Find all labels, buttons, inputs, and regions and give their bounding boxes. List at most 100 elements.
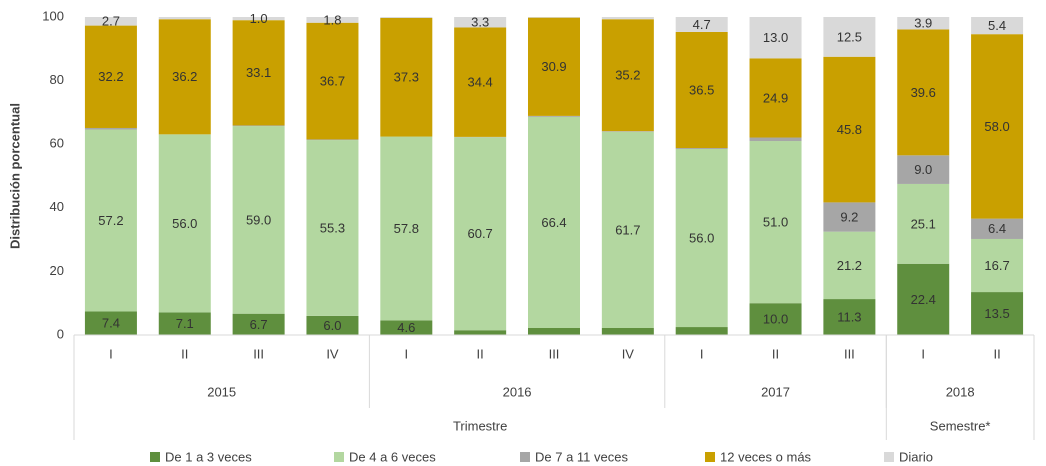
x-tick-label: II — [993, 346, 1000, 361]
data-label: 45.8 — [837, 122, 862, 137]
data-label: 32.2 — [98, 69, 123, 84]
data-label: 66.4 — [541, 215, 566, 230]
bar-segment — [749, 58, 802, 138]
bar-segment — [380, 17, 433, 137]
bar-segment — [454, 27, 507, 137]
bar-segment — [897, 263, 950, 335]
y-tick-label: 100 — [42, 8, 64, 23]
x-supergroup-label: Semestre* — [930, 418, 991, 433]
y-tick-label: 60 — [50, 136, 64, 151]
data-label: 37.3 — [394, 70, 419, 85]
data-label: 36.7 — [320, 74, 345, 89]
legend-swatch — [705, 452, 715, 462]
bar-segment — [675, 148, 728, 149]
x-tick-label: II — [181, 346, 188, 361]
bar-segment — [601, 328, 654, 335]
bar-segment — [454, 330, 507, 335]
bar-segment — [306, 17, 359, 23]
data-label: 6.4 — [988, 221, 1006, 236]
data-label: 24.9 — [763, 90, 788, 105]
bar-segment — [601, 17, 654, 20]
data-label: 58.0 — [984, 119, 1009, 134]
bar-segment — [528, 328, 580, 335]
bar-segment — [971, 292, 1024, 335]
bar-segment — [897, 29, 950, 156]
bar-segment — [897, 155, 950, 184]
x-tick-label: III — [253, 346, 264, 361]
bar-segment — [601, 131, 654, 329]
bar-segment — [84, 25, 137, 128]
bar-segment — [380, 17, 433, 18]
bar-segment — [823, 231, 876, 300]
legend-swatch — [520, 452, 530, 462]
x-group-label: 2018 — [946, 384, 975, 399]
bar-segment — [84, 17, 137, 26]
y-tick-label: 40 — [50, 199, 64, 214]
legend-swatch — [334, 452, 344, 462]
bar-segment — [675, 148, 728, 328]
data-label: 1.8 — [323, 12, 341, 27]
y-tick-label: 20 — [50, 263, 64, 278]
data-label: 51.0 — [763, 215, 788, 230]
bar-segment — [306, 315, 359, 335]
data-label: 13.5 — [984, 306, 1009, 321]
bar-segment — [823, 202, 876, 232]
bar-segment — [749, 137, 802, 142]
data-label: 36.5 — [689, 82, 714, 97]
bar-segment — [306, 22, 359, 140]
data-label: 5.4 — [988, 18, 1006, 33]
bar-segment — [84, 311, 137, 335]
data-label: 10.0 — [763, 312, 788, 327]
bar-segment — [971, 17, 1024, 35]
data-label: 60.7 — [467, 226, 492, 241]
bar-segment — [823, 299, 876, 335]
y-tick-label: 80 — [50, 72, 64, 87]
data-label: 7.4 — [102, 316, 120, 331]
bar-segment — [232, 125, 285, 127]
bar-segment — [897, 183, 950, 264]
bar-segment — [897, 17, 950, 30]
bar-segment — [528, 115, 580, 117]
data-label: 2.7 — [102, 14, 120, 29]
bar-segment — [454, 137, 507, 331]
bar-segment — [971, 218, 1024, 239]
bar-segment — [601, 19, 654, 132]
data-label: 9.0 — [914, 162, 932, 177]
bar-segment — [158, 19, 211, 135]
data-label: 3.9 — [914, 16, 932, 31]
bar-segment — [823, 56, 876, 203]
bar-segment — [528, 17, 580, 116]
x-tick-label: III — [844, 346, 855, 361]
data-label: 59.0 — [246, 212, 271, 227]
data-label: 56.0 — [689, 230, 714, 245]
y-axis-label: Distribución porcentual — [7, 103, 22, 249]
bar-segment — [380, 320, 433, 335]
legend-label: De 7 a 11 veces — [535, 449, 628, 464]
data-label: 9.2 — [840, 209, 858, 224]
data-label: 55.3 — [320, 220, 345, 235]
x-group-label: 2016 — [503, 384, 532, 399]
x-tick-label: II — [772, 346, 779, 361]
bar-segment — [675, 327, 728, 335]
x-tick-label: III — [549, 346, 560, 361]
bar-segment — [601, 131, 654, 132]
data-label: 39.6 — [911, 85, 936, 100]
x-tick-label: IV — [326, 346, 339, 361]
bar-segment — [306, 140, 359, 316]
legend-label: De 4 a 6 veces — [349, 449, 436, 464]
data-label: 34.4 — [467, 75, 492, 90]
bar-segment — [749, 17, 802, 59]
data-label: 12.5 — [837, 29, 862, 44]
data-label: 21.2 — [837, 258, 862, 273]
data-label: 57.8 — [394, 221, 419, 236]
legend-label: 12 veces o más — [720, 449, 812, 464]
data-label: 25.1 — [911, 216, 936, 231]
y-tick-label: 0 — [57, 326, 64, 341]
data-label: 56.0 — [172, 216, 197, 231]
bar-segment — [971, 238, 1024, 293]
data-label: 33.1 — [246, 65, 271, 80]
data-label: 35.2 — [615, 68, 640, 83]
bar-segment — [158, 312, 211, 335]
x-tick-label: I — [700, 346, 704, 361]
